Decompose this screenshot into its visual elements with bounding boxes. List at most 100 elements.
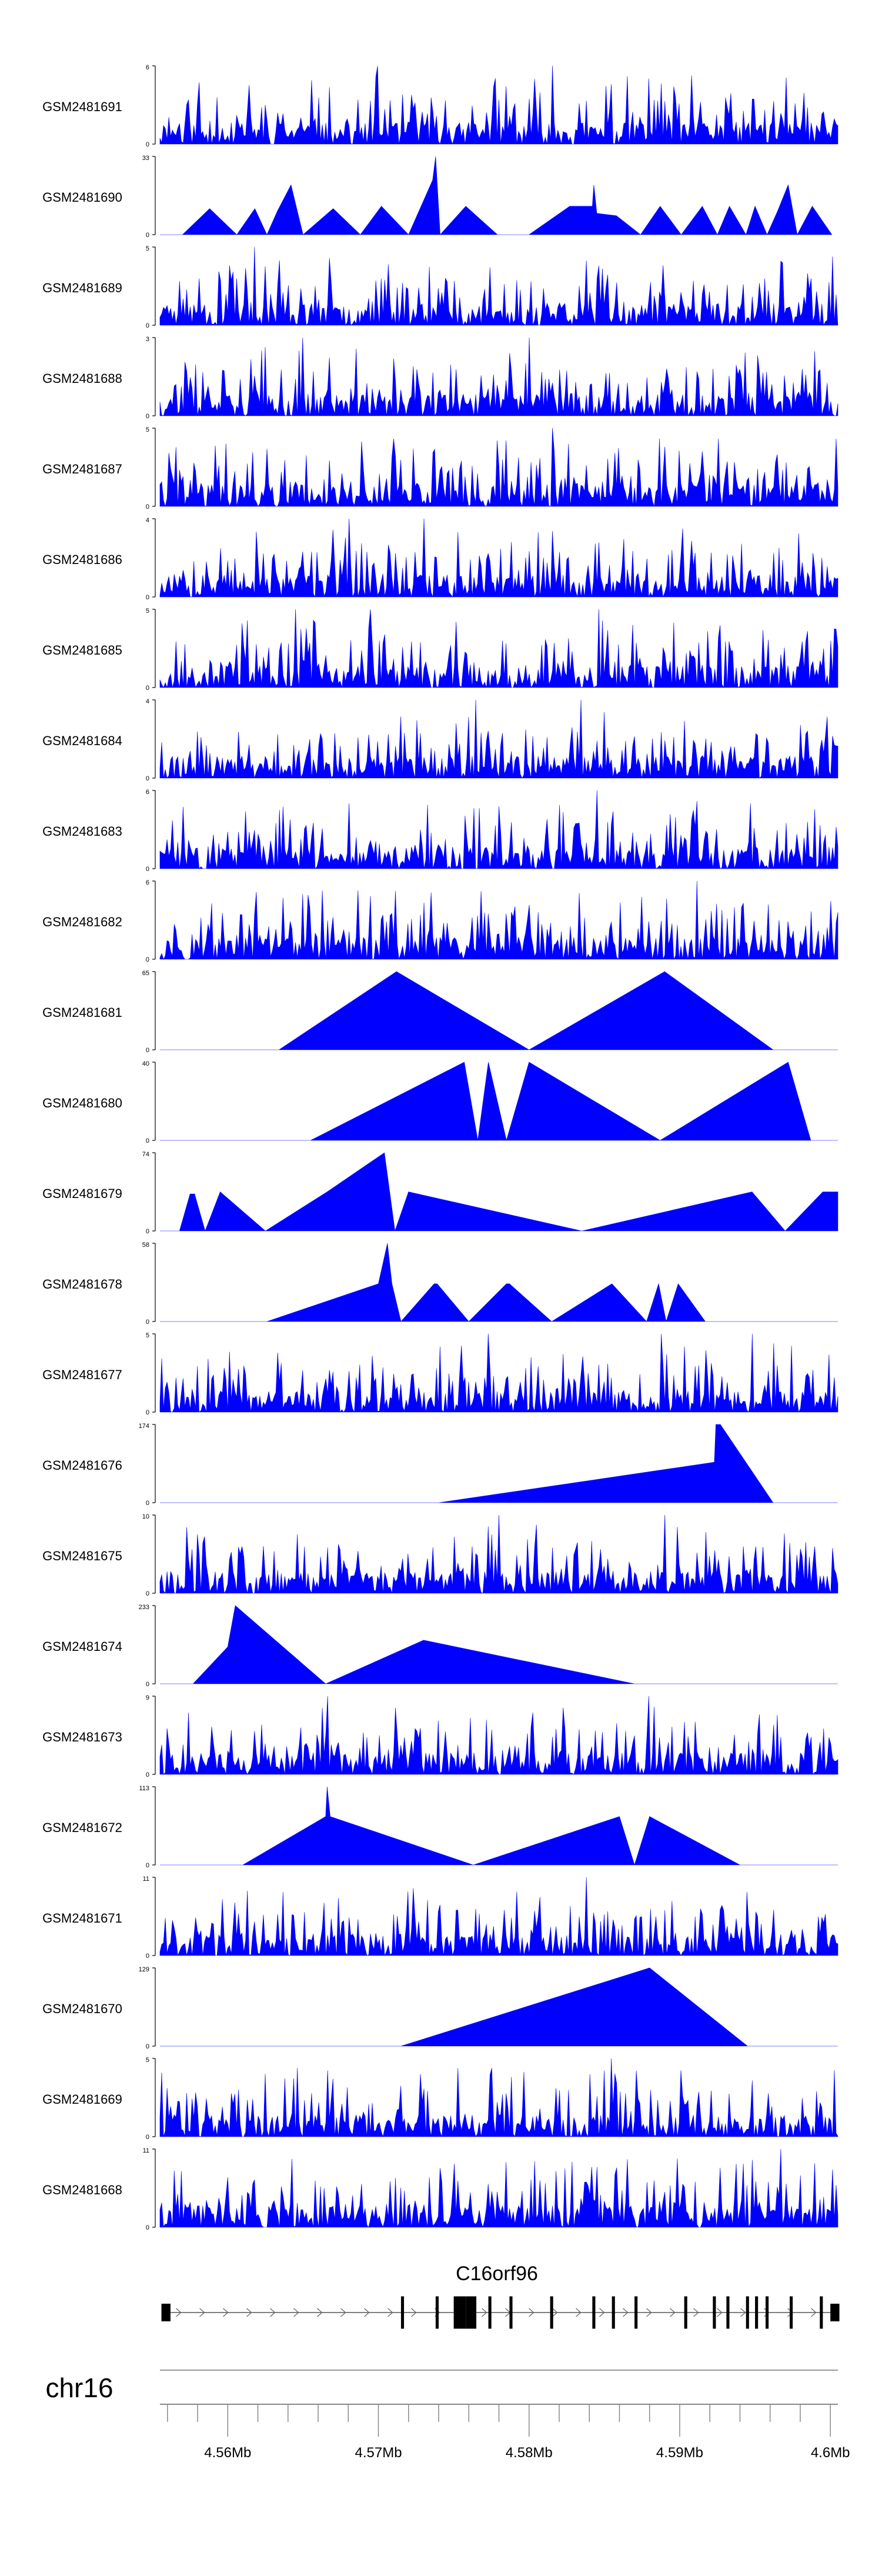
genome-axis-tick-label: 4.59Mb (656, 2445, 703, 2461)
signal-area-gsm2481676 (160, 1424, 838, 1503)
track-label-gsm2481671: GSM2481671 (42, 1911, 122, 1926)
gene-exon (161, 2304, 171, 2321)
signal-area-gsm2481680 (160, 1062, 838, 1142)
y-tick-label-zero-gsm2481676: 0 (146, 1500, 149, 1507)
gene-exon (453, 2296, 466, 2329)
track-label-gsm2481675: GSM2481675 (42, 1549, 122, 1563)
gene-strand-chevron (176, 2308, 182, 2317)
signal-area-gsm2481686 (159, 518, 838, 598)
gene-strand-chevron (364, 2308, 370, 2317)
genome-axis-tick-label: 4.6Mb (811, 2445, 850, 2461)
genome-axis-tick-label: 4.56Mb (204, 2445, 251, 2461)
signal-area-gsm2481671 (159, 1877, 838, 1957)
gene-strand-chevron (482, 2308, 487, 2317)
track-label-gsm2481669: GSM2481669 (42, 2092, 122, 2107)
gene-exon (713, 2296, 716, 2329)
track-label-gsm2481670: GSM2481670 (42, 2001, 122, 2016)
signal-area-gsm2481670 (160, 1967, 838, 2047)
gene-strand-chevron (693, 2308, 699, 2317)
track-label-gsm2481683: GSM2481683 (42, 824, 122, 839)
track-label-gsm2481684: GSM2481684 (42, 733, 122, 748)
track-label-gsm2481682: GSM2481682 (42, 915, 122, 929)
track-label-gsm2481677: GSM2481677 (42, 1367, 122, 1382)
signal-area-gsm2481675 (159, 1514, 838, 1594)
gene-strand-chevron (717, 2308, 723, 2317)
gene-exon (400, 2296, 405, 2329)
y-tick-label-max-gsm2481671: 11 (143, 1876, 149, 1883)
gene-exon (509, 2296, 513, 2329)
gene-exon (634, 2296, 638, 2329)
gene-exon (435, 2296, 439, 2329)
gene-exon (820, 2296, 823, 2329)
track-label-gsm2481687: GSM2481687 (42, 462, 122, 476)
track-label-gsm2481686: GSM2481686 (42, 552, 122, 567)
signal-area-gsm2481685 (159, 609, 838, 689)
y-tick-label-max-gsm2481668: 11 (143, 2147, 149, 2154)
y-tick-label-max-gsm2481685: 5 (146, 608, 149, 615)
y-tick-label-max-gsm2481682: 6 (146, 879, 149, 886)
gene-exon (755, 2296, 759, 2329)
track-label-gsm2481681: GSM2481681 (42, 1005, 122, 1020)
y-tick-label-zero-gsm2481668: 0 (146, 2224, 149, 2231)
signal-area-gsm2481690 (160, 156, 833, 235)
y-tick-label-zero-gsm2481670: 0 (146, 2043, 149, 2050)
gene-strand-chevron (811, 2308, 817, 2317)
y-tick-label-max-gsm2481676: 174 (139, 1423, 149, 1430)
y-tick-label-max-gsm2481673: 9 (146, 1694, 149, 1701)
y-tick-label-zero-gsm2481689: 0 (146, 322, 149, 329)
gene-strand-chevron (317, 2308, 323, 2317)
gene-strand-chevron (246, 2308, 252, 2317)
gene-strand-chevron (599, 2308, 605, 2317)
signal-area-gsm2481688 (159, 337, 838, 417)
y-tick-label-zero-gsm2481683: 0 (146, 866, 149, 873)
gene-strand-chevron (199, 2308, 205, 2317)
y-tick-label-zero-gsm2481686: 0 (146, 594, 149, 601)
track-label-gsm2481678: GSM2481678 (42, 1277, 122, 1292)
signal-area-gsm2481681 (160, 971, 838, 1050)
gene-strand-chevron (340, 2308, 346, 2317)
gene-name-label: C16orf96 (456, 2263, 538, 2285)
signal-area-gsm2481672 (160, 1786, 838, 1866)
y-tick-label-zero-gsm2481690: 0 (146, 232, 149, 239)
signal-area-gsm2481677 (159, 1333, 838, 1413)
y-tick-label-max-gsm2481691: 6 (146, 64, 149, 71)
gene-exon (746, 2296, 749, 2329)
gene-exon (592, 2296, 596, 2329)
y-tick-label-zero-gsm2481675: 0 (146, 1590, 149, 1597)
y-tick-label-max-gsm2481675: 10 (142, 1513, 149, 1520)
signal-area-gsm2481673 (159, 1696, 838, 1776)
y-tick-label-zero-gsm2481669: 0 (146, 2134, 149, 2141)
gene-exon (488, 2296, 492, 2329)
signal-area-gsm2481682 (159, 880, 838, 960)
y-tick-label-zero-gsm2481677: 0 (146, 1409, 149, 1416)
gene-exon (684, 2296, 687, 2329)
track-label-gsm2481668: GSM2481668 (42, 2183, 122, 2197)
gene-strand-chevron (293, 2308, 299, 2317)
y-tick-label-zero-gsm2481673: 0 (146, 1771, 149, 1778)
gene-strand-chevron (670, 2308, 676, 2317)
y-tick-label-max-gsm2481679: 74 (142, 1151, 149, 1158)
y-tick-label-zero-gsm2481682: 0 (146, 956, 149, 963)
gene-exon (726, 2296, 730, 2329)
y-tick-label-zero-gsm2481680: 0 (146, 1137, 149, 1144)
signal-area-gsm2481691 (159, 65, 838, 145)
y-tick-label-zero-gsm2481672: 0 (146, 1862, 149, 1869)
y-tick-label-max-gsm2481674: 233 (139, 1604, 149, 1611)
gene-strand-chevron (623, 2308, 629, 2317)
gene-strand-chevron (387, 2308, 393, 2317)
track-label-gsm2481674: GSM2481674 (42, 1639, 122, 1654)
y-tick-label-max-gsm2481670: 129 (139, 1966, 149, 1973)
signal-area-gsm2481674 (160, 1605, 838, 1684)
y-tick-label-zero-gsm2481688: 0 (146, 413, 149, 420)
y-tick-label-max-gsm2481681: 65 (142, 970, 149, 977)
track-label-gsm2481691: GSM2481691 (42, 99, 122, 114)
gene-strand-chevron (270, 2308, 276, 2317)
gene-exon (466, 2296, 477, 2329)
signal-area-gsm2481683 (159, 790, 838, 870)
y-tick-label-max-gsm2481677: 5 (146, 1332, 149, 1339)
gene-exon (612, 2296, 615, 2329)
gene-strand-chevron (529, 2308, 534, 2317)
gene-strand-chevron (411, 2308, 417, 2317)
track-label-gsm2481676: GSM2481676 (42, 1458, 122, 1473)
